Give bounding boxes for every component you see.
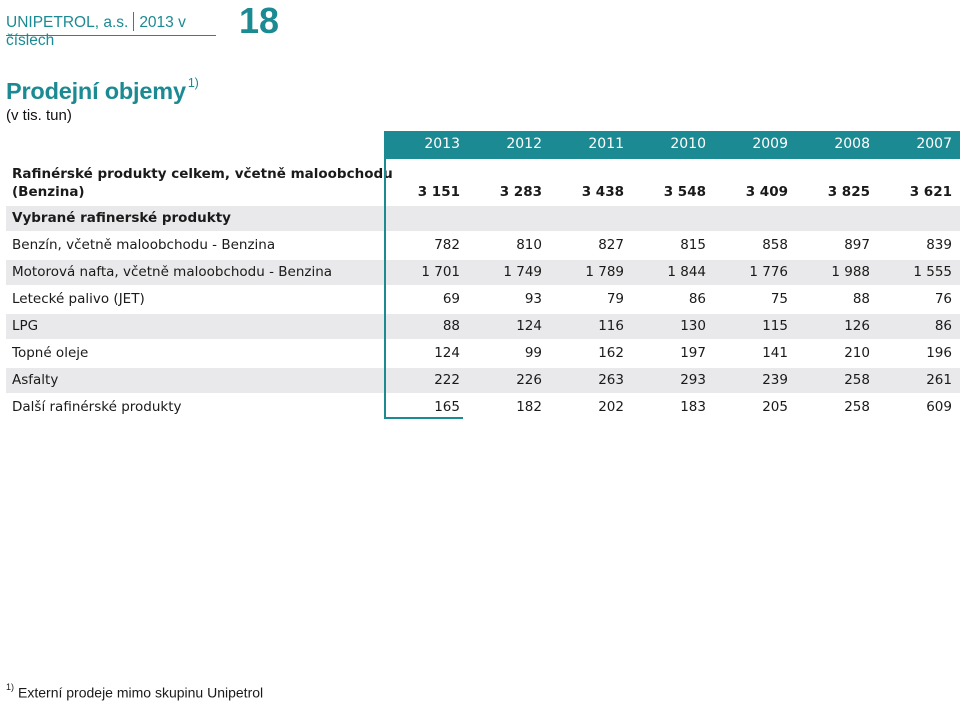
table-cell: 79 (606, 291, 624, 307)
table-cell: 261 (926, 372, 952, 388)
year-header: 2009 (752, 136, 788, 152)
page-title: Prodejní objemy 1) (6, 76, 199, 105)
table-cell: 827 (598, 237, 624, 253)
footnote: 1) Externí prodeje mimo skupinu Unipetrol (6, 682, 264, 701)
row-label: Topné oleje (12, 345, 89, 361)
row-label: Letecké palivo (JET) (12, 291, 145, 307)
table-cell: 124 (516, 318, 542, 334)
table-cell: 263 (598, 372, 624, 388)
table-cell: 3 151 (417, 184, 460, 200)
table-cell: 222 (434, 372, 460, 388)
brand-separator (133, 12, 135, 31)
year-header: 2007 (916, 136, 952, 152)
table-cell: 3 621 (909, 184, 952, 200)
report-subtitle: 2013 v číslech (6, 14, 186, 49)
table-cell: 782 (434, 237, 460, 253)
table-cell: 3 825 (827, 184, 870, 200)
table-cell: 897 (844, 237, 870, 253)
table-cell: 75 (770, 291, 788, 307)
table-cell: 86 (934, 318, 952, 334)
page-title-text: Prodejní objemy (6, 78, 186, 104)
table-cell: 93 (524, 291, 542, 307)
table-cell: 258 (844, 399, 870, 415)
table-cell: 165 (434, 399, 460, 415)
company-name: UNIPETROL, a.s. (6, 14, 129, 31)
table-cell: 839 (926, 237, 952, 253)
year-header: 2013 (424, 136, 460, 152)
table-cell: 86 (688, 291, 706, 307)
table-header-band (384, 131, 960, 159)
table-cell: 88 (442, 318, 460, 334)
table-cell: 226 (516, 372, 542, 388)
table-cell: 815 (680, 237, 706, 253)
table-cell: 1 844 (667, 264, 706, 280)
footnote-text: Externí prodeje mimo skupinu Unipetrol (18, 684, 264, 701)
table-cell: 1 701 (421, 264, 460, 280)
table-row: Asfalty 222 226 263 293 239 258 261 (6, 368, 960, 393)
table-cell: 141 (762, 345, 788, 361)
row-label: LPG (12, 318, 39, 334)
table-cell: 810 (516, 237, 542, 253)
table-cell: 239 (762, 372, 788, 388)
table-cell: 126 (844, 318, 870, 334)
table-cell: 183 (680, 399, 706, 415)
table-row: Topné oleje 124 99 162 197 141 210 196 (6, 341, 960, 366)
total-label-line1: Rafinérské produkty celkem, včetně maloo… (12, 166, 393, 182)
table-cell: 124 (434, 345, 460, 361)
table-cell: 130 (680, 318, 706, 334)
table-cell: 1 749 (503, 264, 542, 280)
table-cell: 210 (844, 345, 870, 361)
footnote-marker: 1) (6, 682, 15, 692)
highlight-column-bottom-rule (384, 417, 463, 419)
year-header: 2008 (834, 136, 870, 152)
table-cell: 99 (524, 345, 542, 361)
table-row: Další rafinérské produkty 165 182 202 18… (6, 395, 960, 420)
table-cell: 1 988 (831, 264, 870, 280)
table-row: Letecké palivo (JET) 69 93 79 86 75 88 7… (6, 287, 960, 312)
highlight-column-rule (384, 159, 386, 419)
brand-underline (6, 35, 216, 36)
table-group-heading: Vybrané rafinerské produkty (6, 206, 960, 231)
unit-note: (v tis. tun) (6, 107, 72, 124)
title-footnote-marker: 1) (187, 76, 199, 91)
table-cell: 69 (442, 291, 460, 307)
table-cell: 1 555 (913, 264, 952, 280)
year-header: 2010 (670, 136, 706, 152)
table-cell: 115 (762, 318, 788, 334)
year-header: 2012 (506, 136, 542, 152)
table-cell: 1 776 (749, 264, 788, 280)
page-number: 18 (239, 0, 280, 41)
table-cell: 88 (852, 291, 870, 307)
table-row-total: Rafinérské produkty celkem, včetně maloo… (6, 161, 960, 205)
table-cell: 3 409 (745, 184, 788, 200)
total-label: Rafinérské produkty celkem, včetně maloo… (12, 165, 393, 201)
table-row: Benzín, včetně maloobchodu - Benzina 782… (6, 233, 960, 258)
table-cell: 162 (598, 345, 624, 361)
row-label: Asfalty (12, 372, 59, 388)
row-label: Další rafinérské produkty (12, 399, 182, 415)
table-cell: 197 (680, 345, 706, 361)
table-cell: 858 (762, 237, 788, 253)
group-heading-label: Vybrané rafinerské produkty (12, 210, 231, 226)
table-cell: 76 (934, 291, 952, 307)
table-cell: 3 438 (581, 184, 624, 200)
table-row: LPG 88 124 116 130 115 126 86 (6, 314, 960, 339)
table-cell: 609 (926, 399, 952, 415)
row-label: Motorová nafta, včetně maloobchodu - Ben… (12, 264, 333, 280)
table-cell: 116 (598, 318, 624, 334)
table-cell: 196 (926, 345, 952, 361)
table-cell: 293 (680, 372, 706, 388)
year-header: 2011 (588, 136, 624, 152)
table-cell: 202 (598, 399, 624, 415)
table-cell: 1 789 (585, 264, 624, 280)
row-label: Benzín, včetně maloobchodu - Benzina (12, 237, 276, 253)
table-cell: 3 283 (499, 184, 542, 200)
total-label-line2: (Benzina) (12, 184, 85, 200)
table-cell: 3 548 (663, 184, 706, 200)
document-brand: UNIPETROL, a.s. 2013 v číslech (6, 12, 216, 49)
table-row: Motorová nafta, včetně maloobchodu - Ben… (6, 260, 960, 285)
table-cell: 205 (762, 399, 788, 415)
table-cell: 258 (844, 372, 870, 388)
table-cell: 182 (516, 399, 542, 415)
